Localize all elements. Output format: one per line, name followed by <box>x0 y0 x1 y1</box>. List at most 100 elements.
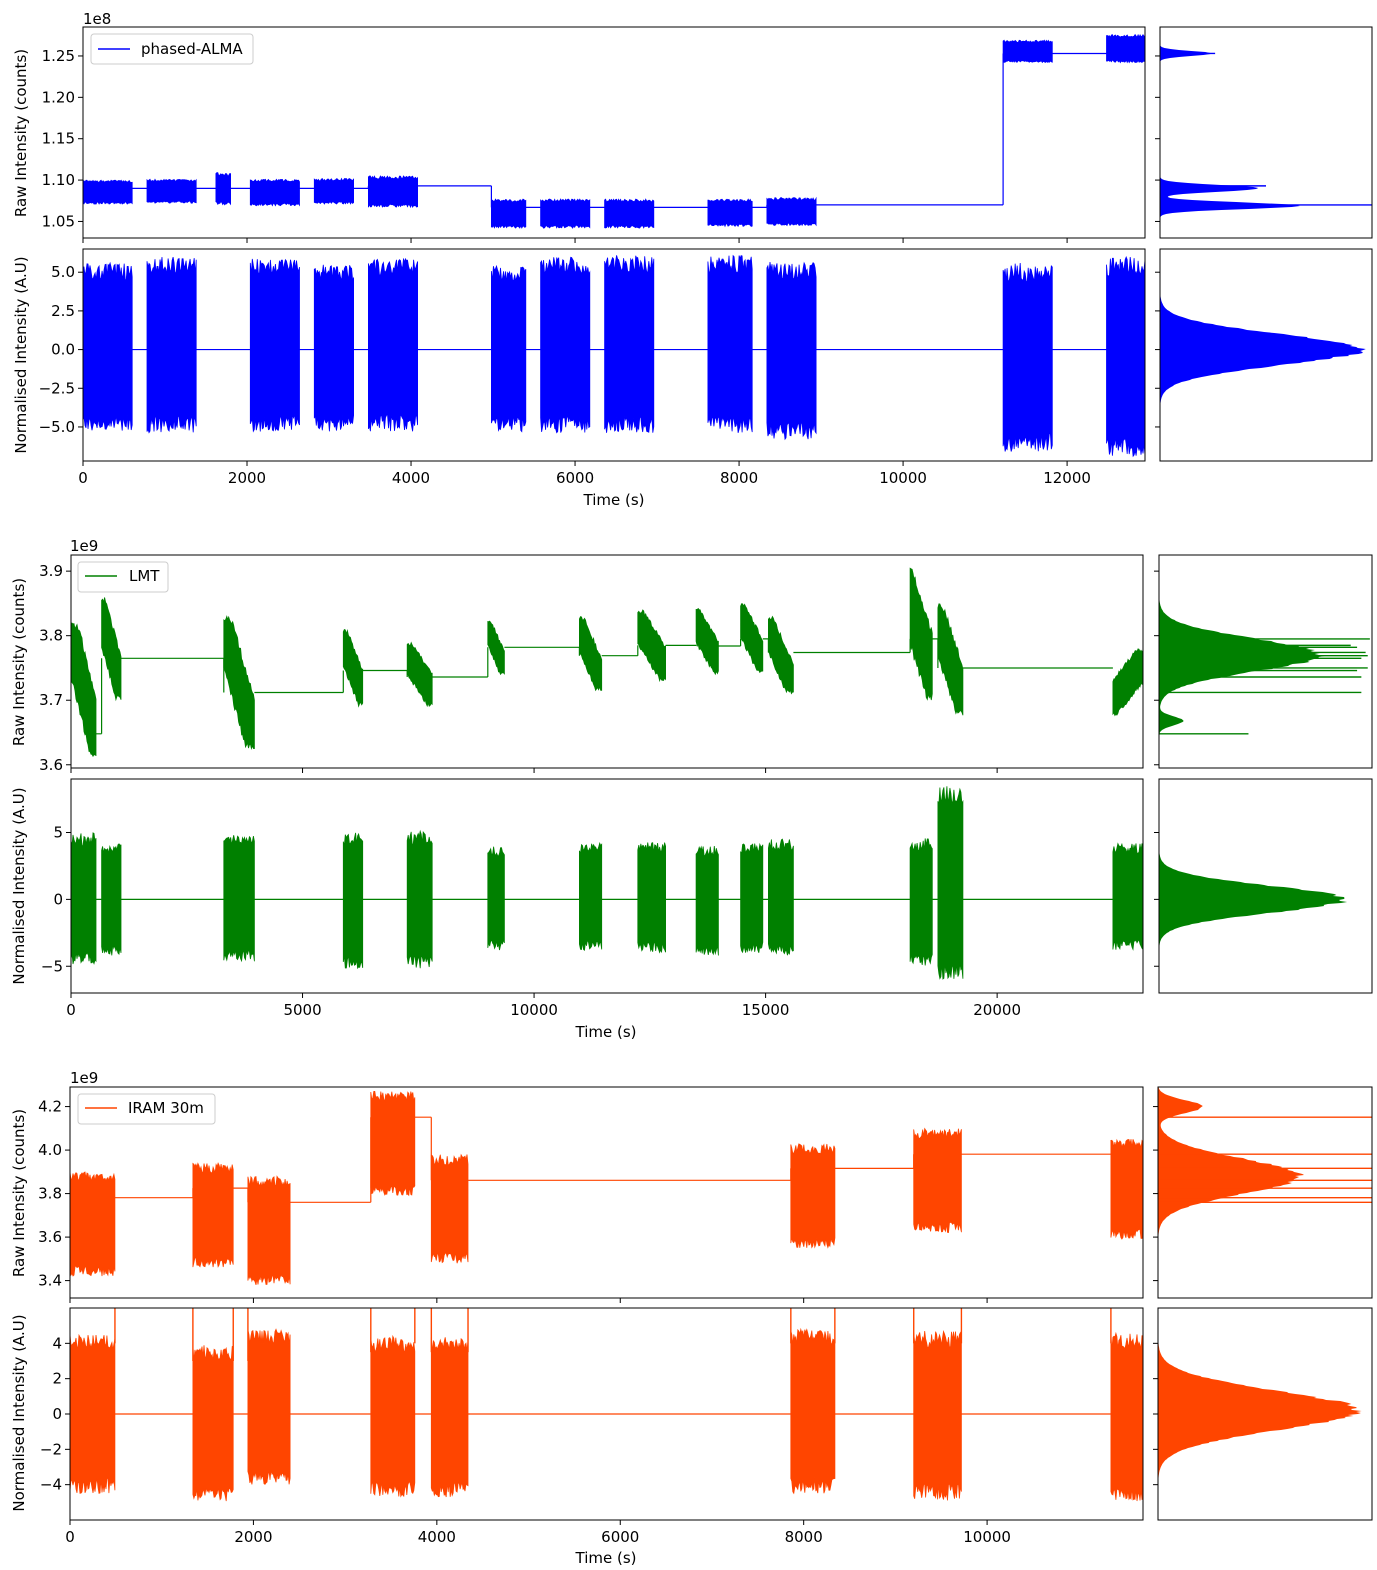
lmt-raw-segment <box>342 628 364 708</box>
alma-raw-segment <box>83 179 133 205</box>
iram-norm-segment <box>430 1337 469 1498</box>
alma-norm-ytick-label: −2.5 <box>39 379 75 397</box>
alma-norm-xtick-label: 6000 <box>556 469 594 487</box>
alma-raw-hist-frame <box>1159 26 1373 239</box>
iram-norm-segment <box>913 1330 962 1501</box>
iram-norm-xtick-label: 8000 <box>785 1528 823 1546</box>
lmt-raw-segment <box>71 622 97 758</box>
lmt-norm-frame <box>70 778 1144 994</box>
iram-raw-ytick-label: 3.6 <box>38 1228 62 1246</box>
alma-norm-segment <box>313 264 354 432</box>
iram-norm-ylabel: Normalised Intensity (A.U) <box>10 1314 28 1511</box>
iram-raw-ylabel: Raw Intensity (counts) <box>10 1109 28 1277</box>
iram-raw-plot-area <box>70 1091 1143 1286</box>
iram-raw-hist <box>1153 1086 1373 1299</box>
lmt-raw-segment <box>740 603 764 674</box>
lmt-raw-frame <box>70 554 1144 769</box>
iram-norm-plot-area <box>70 1308 1143 1502</box>
lmt-raw-ytick-label: 3.7 <box>39 691 63 709</box>
lmt-norm-ytick-label: 0 <box>53 890 63 908</box>
alma-raw-axes: 1.05 1.10 1.15 1.20 1.25 <box>42 26 1146 243</box>
alma-norm-segment <box>604 255 655 433</box>
alma-norm-segment <box>1106 256 1145 458</box>
iram-legend: IRAM 30m <box>77 1093 216 1125</box>
lmt-legend: LMT <box>77 561 169 593</box>
alma-raw-segment <box>368 175 418 209</box>
lmt-raw-ytick-label: 3.6 <box>39 756 63 774</box>
alma-norm-xtick-label: 10000 <box>879 469 927 487</box>
alma-raw-ytick-label: 1.20 <box>42 88 75 106</box>
iram-norm-axes: 0 2000 4000 6000 8000 10000 −4 −2 0 2 4 <box>40 1307 1144 1546</box>
alma-raw-segment <box>146 178 197 204</box>
lmt-raw-segment <box>695 607 719 676</box>
alma-raw-segment <box>1106 33 1145 64</box>
lmt-norm-xtick-label: 15000 <box>742 1001 790 1019</box>
alma-norm-xtick-label: 8000 <box>720 469 758 487</box>
iram-norm-segment <box>192 1345 234 1502</box>
lmt-raw-hist <box>1154 554 1373 769</box>
iram-raw-frame <box>69 1086 1144 1299</box>
lmt-raw-segment <box>487 620 505 676</box>
alma-raw-ytick-label: 1.15 <box>42 130 75 148</box>
alma-norm-ytick-label: 5.0 <box>51 263 75 281</box>
alma-norm-hist-frame <box>1159 248 1373 462</box>
iram-norm-hist-density <box>1158 1308 1362 1520</box>
iram-raw-segment <box>430 1153 469 1264</box>
iram-raw-segment <box>913 1127 962 1233</box>
lmt-norm-xtick-label: 0 <box>66 1001 76 1019</box>
alma-raw-multiplier: 1e8 <box>83 10 111 28</box>
lmt-norm-xtick-label: 20000 <box>973 1001 1021 1019</box>
iram-raw-ytick-label: 4.2 <box>38 1098 62 1116</box>
lmt-norm-segment <box>1112 842 1143 951</box>
alma-norm-ytick-label: −5.0 <box>39 418 75 436</box>
lmt-raw-multiplier: 1e9 <box>70 537 98 555</box>
iram-norm-xtick-label: 2000 <box>234 1528 272 1546</box>
alma-norm-xtick-label: 2000 <box>228 469 266 487</box>
alma-raw-plot-area <box>83 33 1145 229</box>
lmt-norm-segment <box>740 842 764 954</box>
lmt-norm-hist-frame <box>1158 778 1373 994</box>
alma-raw-ytick-label: 1.05 <box>42 212 75 230</box>
iram-raw-ytick-label: 3.8 <box>38 1185 62 1203</box>
alma-norm-xtick-label: 4000 <box>392 469 430 487</box>
lmt-norm-hist-area <box>1159 779 1348 993</box>
iram-norm-ytick-label: −4 <box>40 1476 62 1494</box>
alma-norm-xtick-label: 0 <box>78 469 88 487</box>
iram-norm-xtick-label: 4000 <box>418 1528 456 1546</box>
lmt-norm-ytick-label: −5 <box>41 957 63 975</box>
lmt-legend-label: LMT <box>129 567 160 585</box>
alma-norm-hist-area <box>1160 249 1366 461</box>
lmt-raw-segment <box>406 641 433 708</box>
alma-raw-hist-area <box>1160 27 1372 238</box>
iram-xlabel: Time (s) <box>575 1549 637 1567</box>
alma-raw-segment <box>215 172 231 206</box>
lmt-norm-segment <box>637 842 666 954</box>
alma-norm-plot-area <box>83 254 1145 458</box>
panel-iram: 3.4 3.6 3.8 4.0 4.2 0 2000 4000 6000 8000 10000 −4… <box>10 1069 1373 1567</box>
lmt-norm-plot-area <box>71 786 1143 980</box>
alma-norm-segment <box>368 257 418 432</box>
lmt-norm-hist-density <box>1159 779 1348 993</box>
lmt-raw-segment <box>579 616 603 692</box>
iram-norm-ytick-label: 4 <box>52 1334 62 1352</box>
alma-raw-segment <box>604 198 655 229</box>
alma-raw-ytick-label: 1.10 <box>42 171 75 189</box>
iram-norm-ytick-label: −2 <box>40 1440 62 1458</box>
alma-norm-ytick-label: 0.0 <box>51 341 75 359</box>
lmt-raw-segment <box>1112 648 1143 717</box>
iram-raw-hist-density <box>1158 1087 1304 1298</box>
iram-norm-xtick-label: 0 <box>65 1528 75 1546</box>
alma-raw-segment <box>249 178 300 207</box>
iram-raw-ytick-label: 3.4 <box>38 1272 62 1290</box>
iram-raw-segment <box>370 1091 416 1197</box>
alma-legend: phased-ALMA <box>90 33 254 65</box>
alma-legend-label: phased-ALMA <box>141 40 243 58</box>
lmt-norm-segment <box>909 838 933 966</box>
panel-alma: 1.05 1.10 1.15 1.20 1.25 0 2000 4000 6000 8000 10… <box>12 10 1373 509</box>
alma-norm-segment <box>1002 262 1053 452</box>
lmt-raw-plot-area <box>71 567 1143 758</box>
iram-norm-ytick-label: 2 <box>52 1370 62 1388</box>
alma-norm-xtick-label: 12000 <box>1043 469 1091 487</box>
lmt-norm-segment <box>342 832 364 970</box>
